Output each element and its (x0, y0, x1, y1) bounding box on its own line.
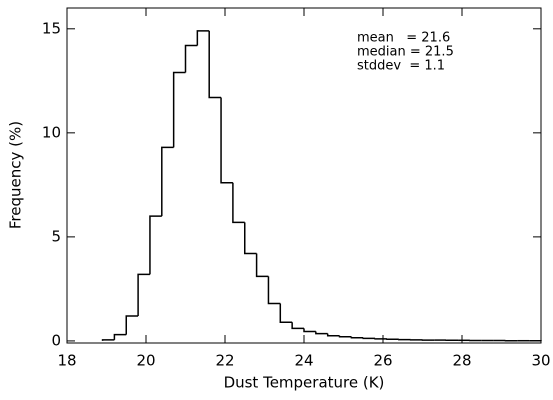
x-tick-label: 30 (531, 352, 550, 370)
histogram-bin (303, 328, 316, 333)
histogram-bin (101, 339, 115, 341)
histogram-bin (149, 215, 162, 275)
histogram-bin (172, 71, 186, 148)
histogram-bin (137, 273, 150, 316)
y-tick-label: 5 (51, 227, 61, 245)
histogram-bin (291, 322, 304, 330)
histogram-bin (338, 335, 352, 338)
histogram-bin (125, 315, 139, 335)
histogram-bin (208, 30, 222, 99)
histogram-bin (326, 333, 340, 337)
y-axis-label: Frequency (%) (7, 121, 25, 229)
y-tick-label: 10 (42, 123, 61, 141)
histogram-bin (315, 331, 328, 335)
histogram-bin (184, 44, 198, 73)
x-tick-label: 22 (215, 352, 234, 370)
x-tick-label: 26 (373, 352, 392, 370)
x-axis-label: Dust Temperature (K) (224, 374, 385, 392)
histogram-bin (350, 336, 364, 339)
y-tick-label: 15 (42, 19, 61, 37)
x-tick-label: 28 (452, 352, 471, 370)
histogram-bin (196, 30, 210, 46)
histogram-bin (220, 97, 233, 184)
stat-annotation: mean = 21.6 (357, 31, 450, 46)
histogram-bin (279, 303, 293, 323)
stat-annotation: stddev = 1.1 (357, 59, 445, 74)
x-tick-label: 20 (136, 352, 155, 370)
histogram-bin (244, 222, 257, 255)
x-tick-label: 18 (57, 352, 76, 370)
histogram-bin (255, 253, 269, 278)
y-tick-label: 0 (51, 331, 61, 349)
histogram-bin (362, 337, 376, 340)
histogram-bin (232, 182, 245, 224)
histogram-bin (267, 276, 281, 305)
stat-annotation: median = 21.5 (357, 45, 454, 60)
histogram-bin (113, 333, 127, 340)
x-tick-label: 24 (294, 352, 313, 370)
histogram-bin (161, 146, 174, 217)
